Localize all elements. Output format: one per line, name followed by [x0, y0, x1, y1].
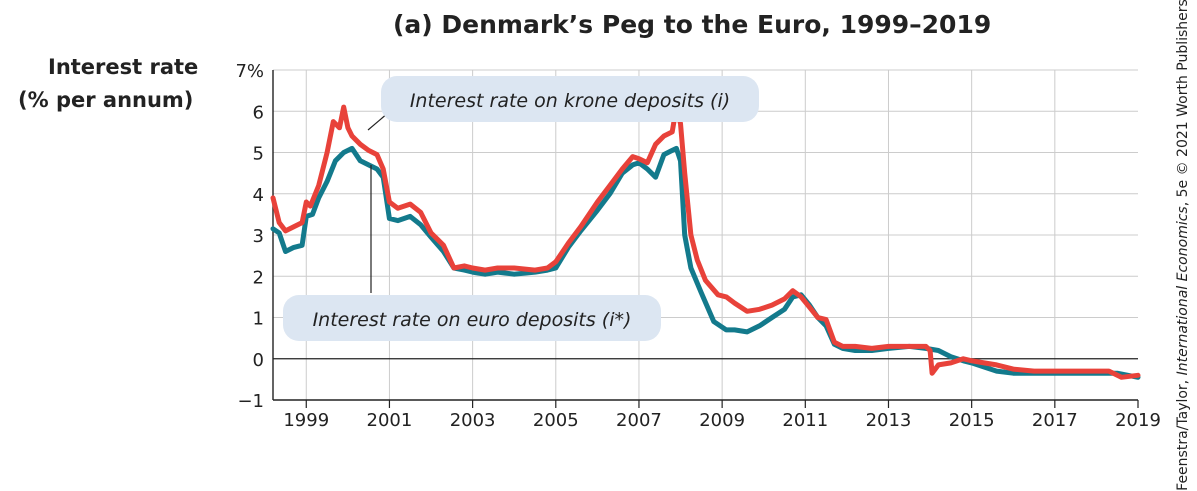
x-tick-label: 1999: [283, 410, 329, 431]
x-tick-label: 2013: [866, 410, 912, 431]
y-tick-label: 6: [253, 102, 264, 123]
x-tick-label: 2001: [367, 410, 413, 431]
x-tick-label: 2005: [533, 410, 579, 431]
x-tick-label: 2011: [782, 410, 828, 431]
x-tick-label: 2019: [1115, 410, 1161, 431]
krone-callout-label: Interest rate on krone deposits (i): [410, 90, 730, 112]
euro-callout-box: [283, 295, 661, 341]
x-tick-label: 2017: [1032, 410, 1078, 431]
y-axis-label-line-1: Interest rate: [48, 55, 199, 79]
series-line-euro: [270, 145, 1141, 380]
chart-title: (a) Denmark’s Peg to the Euro, 1999–2019: [393, 10, 992, 39]
y-tick-label: 3: [253, 226, 264, 247]
y-tick-label: 0: [253, 350, 264, 371]
y-axis-label-line-2: (% per annum): [18, 88, 194, 112]
axes: [272, 70, 1139, 408]
y-tick-label: 1: [253, 309, 264, 330]
credit-suffix: , 5e © 2021 Worth Publishers: [1175, 0, 1191, 207]
line-chart: Interest rate on krone deposits (i) Inter…: [235, 61, 1160, 431]
x-tick-label: 2009: [699, 410, 745, 431]
credit-book-title: International Economics: [1175, 206, 1191, 376]
y-tick-label: 4: [253, 185, 264, 206]
credit-line: Feenstra/Taylor, International Economics…: [1175, 0, 1191, 491]
y-tick-label: 7%: [235, 61, 264, 82]
x-tick-label: 2007: [616, 410, 662, 431]
credit-prefix: Feenstra/Taylor,: [1175, 375, 1191, 491]
euro-callout-label: Interest rate on euro deposits (i*): [313, 309, 632, 331]
y-tick-label: −1: [237, 391, 264, 412]
x-tick-label: 2015: [949, 410, 995, 431]
krone-callout-box: [381, 76, 759, 122]
x-tick-label: 2003: [450, 410, 496, 431]
series-layer: [270, 104, 1141, 380]
y-tick-label: 2: [253, 267, 264, 288]
series-line-krone: [270, 104, 1141, 380]
y-tick-label: 5: [253, 144, 264, 165]
annotations: Interest rate on krone deposits (i) Inter…: [283, 76, 759, 341]
tick-labels: −1 0 1 2 3 4 5 6 7% 1999 2001 2003 2005 2007 2009 2011 2…: [235, 61, 1160, 431]
